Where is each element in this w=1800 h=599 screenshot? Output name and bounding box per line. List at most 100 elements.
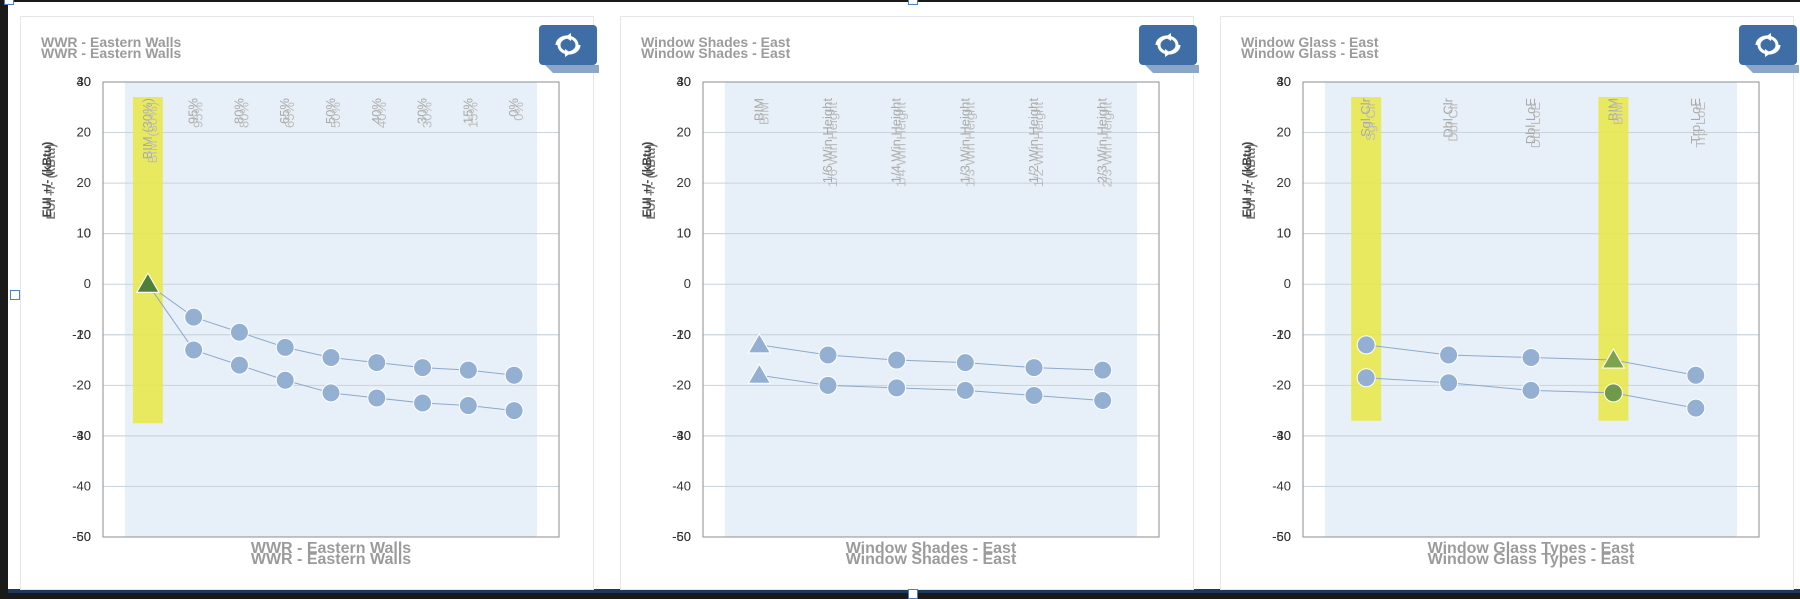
y-tick-label: -30 (72, 428, 91, 443)
y-tick-label: 0 (1284, 276, 1291, 291)
y-tick-label: 40 (77, 74, 91, 89)
y-tick-label: 40 (1277, 74, 1291, 89)
data-point (1093, 360, 1113, 380)
plot-band (725, 82, 1137, 537)
y-tick-label: 20 (77, 125, 91, 140)
chart-panel-wwr: WWR - Eastern Walls WWR - Eastern Walls 4… (20, 16, 599, 590)
y-tick-label: -40 (1272, 478, 1291, 493)
x-tick-label: 80% (236, 102, 251, 128)
x-tick-label: 2/3 Win Height (1100, 102, 1115, 188)
plot-band (1325, 82, 1737, 537)
dashboard-frame: WWR - Eastern Walls WWR - Eastern Walls 4… (8, 2, 1800, 593)
y-tick-label: -40 (672, 478, 691, 493)
refresh-arc (1757, 35, 1781, 55)
y-tick-label: -40 (72, 478, 91, 493)
x-tick-label: 1/4 Win Height (889, 98, 904, 184)
y-tick-label: -10 (72, 327, 91, 342)
button-shadow (545, 65, 599, 73)
refresh-arrowhead (565, 33, 571, 41)
y-tick-label: 0 (84, 276, 91, 291)
selection-handle[interactable] (908, 0, 918, 5)
y-tick-label: -20 (1272, 327, 1291, 342)
x-tick-label: 15% (465, 102, 480, 128)
y-tick-label: 0 (684, 276, 691, 291)
x-tick-label: 50% (328, 102, 343, 128)
refresh-button[interactable] (539, 25, 603, 75)
x-tick-label: Dbl Clr (1441, 97, 1456, 137)
y-tick-label: 0 (84, 226, 91, 241)
data-point (1521, 380, 1541, 400)
highlight-band (1351, 97, 1382, 421)
series-line (759, 344, 1103, 371)
refresh-arrowhead (1165, 33, 1171, 41)
x-tick-label: Dbl LoE (1523, 98, 1538, 145)
y-tick-label: -40 (1272, 428, 1291, 443)
chart-window-glass-east: 4020100-10-20-30-40-5030200-20-40-60EUI … (1240, 74, 1760, 568)
refresh-cycle-icon (1739, 25, 1799, 73)
y-axis-label: EUI +/- (kBtu) (40, 142, 54, 218)
x-tick-label: Sgl Clr (1363, 101, 1378, 141)
x-tick-label: 0% (511, 102, 526, 121)
data-point (184, 307, 204, 327)
selection-handle[interactable] (4, 0, 14, 5)
y-tick-label: 0 (1284, 226, 1291, 241)
data-point (229, 322, 249, 342)
selection-handle[interactable] (10, 290, 20, 300)
refresh-arc (557, 35, 581, 55)
y-tick-label: -20 (672, 327, 691, 342)
x-tick-label: Dbl LoE (1528, 102, 1543, 149)
x-tick-label: Trp LoE (1688, 98, 1703, 144)
y-tick-label: -30 (1272, 428, 1291, 443)
x-tick-label: BIM (30%) (145, 102, 160, 163)
y-tick-label: -60 (72, 529, 91, 544)
y-tick-label: -50 (672, 529, 691, 544)
data-point (1356, 368, 1376, 388)
y-tick-label: -30 (672, 428, 691, 443)
button-shadow (1145, 65, 1199, 73)
data-point (818, 375, 838, 395)
data-point (818, 345, 838, 365)
baseline-marker (747, 363, 772, 384)
data-point (275, 337, 295, 357)
y-tick-label: -60 (672, 529, 691, 544)
y-tick-label: -10 (1272, 327, 1291, 342)
y-tick-label: 30 (677, 74, 691, 89)
y-tick-label: -20 (72, 377, 91, 392)
chart-title: Window Glass - East Window Glass - East (1241, 34, 1379, 61)
highlight-band (132, 97, 163, 424)
y-tick-label: -60 (1272, 529, 1291, 544)
refresh-button[interactable] (1739, 25, 1800, 75)
y-tick-label: 20 (677, 175, 691, 190)
data-point (1024, 358, 1044, 378)
data-point (229, 355, 249, 375)
data-point (887, 350, 907, 370)
button-shadow (1745, 65, 1799, 73)
x-tick-label: 80% (231, 98, 246, 124)
y-tick-label: 10 (677, 226, 691, 241)
selection-handle[interactable] (908, 589, 918, 599)
data-point (413, 393, 433, 413)
y-tick-label: -20 (672, 377, 691, 392)
x-axis-label: Window Shades - East (846, 540, 1017, 557)
x-tick-label: BIM (1605, 98, 1620, 121)
x-tick-label: Dbl Clr (1446, 101, 1461, 141)
x-tick-label: 65% (277, 98, 292, 124)
y-tick-label: 40 (677, 74, 691, 89)
y-axis-label: EUI +/- (kBtu) (1240, 142, 1254, 218)
chart-title: WWR - Eastern Walls WWR - Eastern Walls (41, 34, 182, 61)
y-tick-label: -40 (72, 428, 91, 443)
x-tick-label: 15% (460, 98, 475, 124)
y-tick-label: 10 (1277, 226, 1291, 241)
x-tick-label: BIM (756, 102, 771, 125)
data-point (1521, 348, 1541, 368)
y-axis-label: EUI +/- (kBtu) (44, 144, 58, 220)
data-point (1024, 385, 1044, 405)
refresh-button[interactable] (1139, 25, 1203, 75)
data-point (1686, 398, 1706, 418)
x-tick-label: Trp LoE (1693, 102, 1708, 148)
chart-panel-glass: Window Glass - East Window Glass - East 4… (1220, 16, 1799, 590)
chart-panel-shades: Window Shades - East Window Shades - East… (620, 16, 1199, 590)
x-tick-label: 40% (374, 102, 389, 128)
series-line (759, 374, 1103, 401)
y-tick-label: 0 (684, 226, 691, 241)
